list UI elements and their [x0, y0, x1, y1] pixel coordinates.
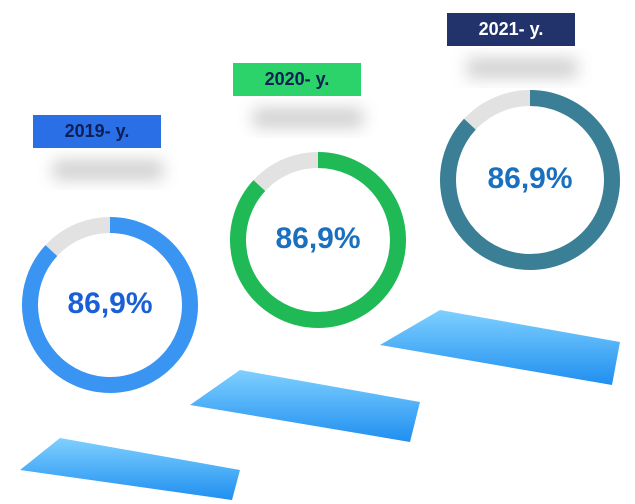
- title-shadow: [53, 160, 163, 180]
- title-shadow: [253, 108, 363, 128]
- charts: 2019- y. 86,9% 2020- y. 86,9% 2021- y. 86,9%: [22, 13, 620, 393]
- title-box: [233, 63, 361, 96]
- title: 2020- y.: [265, 69, 330, 89]
- platform: [20, 438, 240, 500]
- title-shadow: [467, 58, 577, 78]
- platform: [190, 370, 420, 442]
- value-label: 86,9%: [67, 287, 152, 320]
- value-label: 86,9%: [487, 162, 572, 195]
- donut-arc: [440, 90, 620, 270]
- platform: [380, 310, 620, 385]
- title-box: [447, 13, 575, 46]
- platforms: [20, 310, 620, 500]
- donut-arc: [22, 217, 198, 393]
- title: 2021- y.: [479, 19, 544, 39]
- donut-arc: [230, 152, 406, 328]
- title-box: [33, 115, 161, 148]
- value-label: 86,9%: [275, 222, 360, 255]
- title: 2019- y.: [65, 121, 130, 141]
